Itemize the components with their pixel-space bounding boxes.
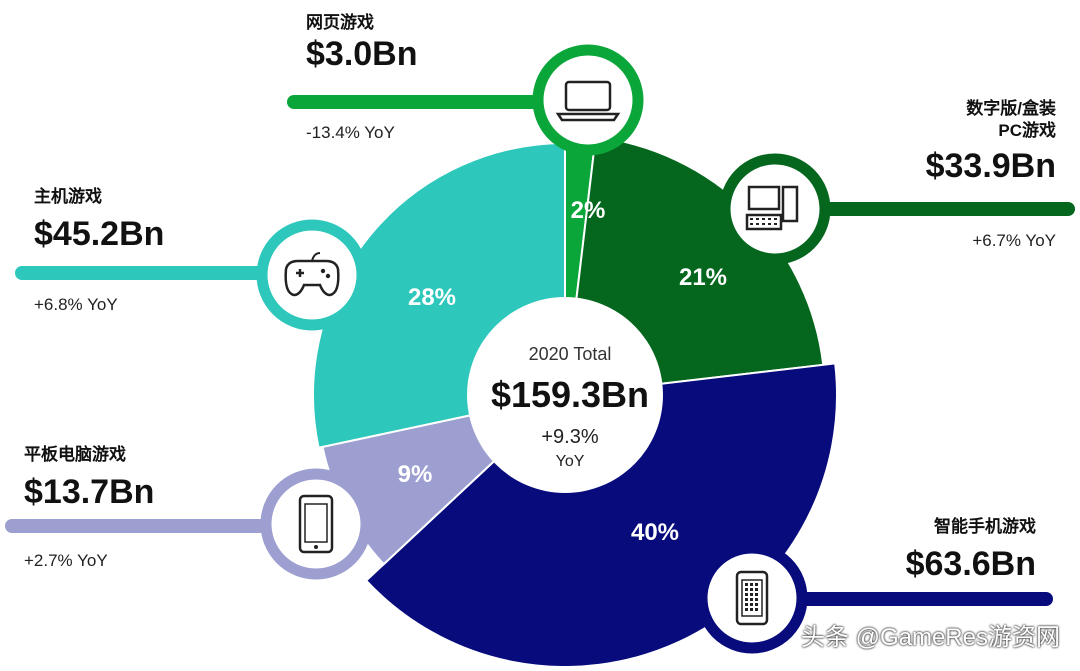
yoy-tablet-games: +2.7% YoY	[24, 551, 108, 570]
category-value: $45.2Bn	[34, 215, 165, 253]
category-name: 平板电脑游戏	[24, 445, 126, 464]
label-pc-games: 数字版/盒装 PC游戏 $33.9Bn	[836, 98, 1056, 186]
percent-label-4: 28%	[408, 284, 456, 311]
yoy-pc-games: +6.7% YoY	[972, 231, 1056, 250]
percent-label-0: 2%	[571, 197, 606, 224]
category-value: $13.7Bn	[24, 473, 155, 511]
desktop-pc-icon	[719, 153, 831, 265]
percent-label-3: 9%	[398, 461, 433, 488]
category-value: $33.9Bn	[925, 147, 1056, 185]
center-yoy: +9.3%	[541, 426, 598, 448]
laptop-icon	[532, 44, 644, 156]
center-hole	[467, 297, 663, 493]
tablet-icon	[260, 468, 372, 580]
percent-label-1: 21%	[679, 264, 727, 291]
category-value: $3.0Bn	[306, 35, 418, 73]
label-smartphone-games: 智能手机游戏 $63.6Bn	[796, 516, 1036, 584]
center-title: 2020 Total	[529, 344, 612, 364]
center-yoy-suffix: YoY	[556, 453, 585, 470]
label-console-games: 主机游戏 $45.2Bn	[34, 186, 164, 254]
center-total-value: $159.3Bn	[491, 374, 649, 415]
category-name: 网页游戏	[306, 13, 374, 32]
yoy-web-games: -13.4% YoY	[306, 123, 395, 142]
category-name: 数字版/盒装 PC游戏	[966, 99, 1056, 140]
gamepad-icon	[256, 219, 368, 331]
yoy-console-games: +6.8% YoY	[34, 295, 118, 314]
label-tablet-games: 平板电脑游戏 $13.7Bn	[24, 444, 154, 512]
percent-label-2: 40%	[631, 519, 679, 546]
label-web-games: 网页游戏 $3.0Bn	[306, 12, 418, 74]
smartphone-icon	[696, 542, 808, 654]
category-value: $63.6Bn	[905, 545, 1036, 583]
watermark: 头条 @GameRes游资网	[800, 624, 1060, 651]
category-name: 智能手机游戏	[934, 517, 1036, 536]
category-name: 主机游戏	[34, 187, 102, 206]
